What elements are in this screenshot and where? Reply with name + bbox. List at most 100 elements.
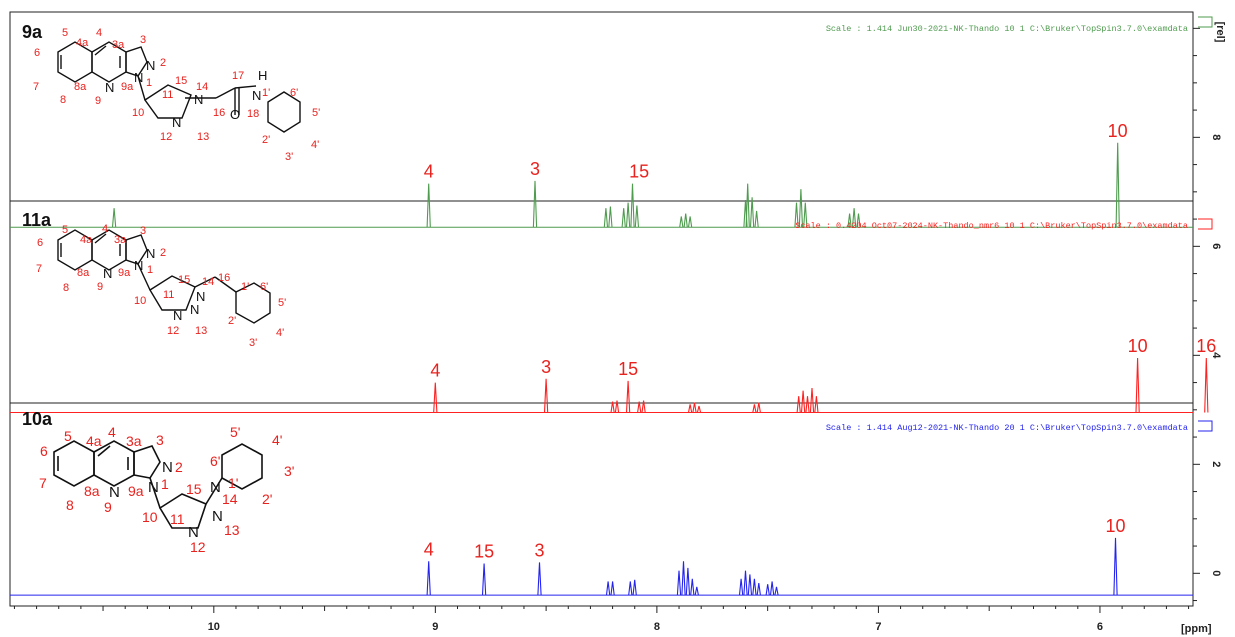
- spectrum-peak-9a-22: [1115, 142, 1120, 228]
- spectrum-peak-10a-1: [481, 563, 487, 596]
- svg-text:10: 10: [132, 107, 144, 119]
- peak-assignment-11a-3: 10: [1128, 336, 1148, 356]
- svg-text:N: N: [146, 246, 155, 261]
- spectrum-peak-11a-10: [752, 404, 757, 413]
- svg-text:11: 11: [163, 289, 174, 301]
- spectrum-peak-10a-16: [756, 583, 761, 596]
- svg-text:3': 3': [285, 151, 293, 163]
- spectrum-peak-10a-4: [610, 581, 615, 596]
- spectrum-peak-11a-14: [805, 396, 810, 413]
- spectrum-peak-11a-13: [800, 390, 806, 413]
- x-tick-label-1: 9: [432, 621, 438, 633]
- spectrum-peak-11a-15: [809, 387, 815, 413]
- spectrum-peak-10a-15: [752, 578, 757, 596]
- spectrum-peak-10a-2: [537, 562, 542, 596]
- svg-text:5: 5: [62, 224, 68, 236]
- structure-10a-labels: 5 4a 4 3a 3 6 N 2 7 8a N 9a N 1 8 9 10 1…: [39, 424, 294, 555]
- svg-text:8a: 8a: [74, 81, 87, 93]
- svg-text:9a: 9a: [118, 267, 131, 279]
- x-tick-label-4: 6: [1097, 621, 1103, 633]
- svg-text:3a: 3a: [112, 39, 125, 51]
- svg-text:6: 6: [37, 237, 43, 249]
- svg-text:9: 9: [104, 499, 112, 515]
- svg-text:13: 13: [197, 131, 209, 143]
- svg-text:N: N: [194, 92, 203, 107]
- axis-layer: 10 9 8 7 6 [ppm] 0 2 4 6 8 [rel]: [13, 22, 1226, 635]
- spectrum-peak-10a-7: [676, 570, 682, 596]
- y-axis-label: [rel]: [1214, 22, 1226, 43]
- svg-text:N: N: [148, 479, 159, 496]
- svg-text:12: 12: [167, 325, 179, 337]
- x-axis-label: [ppm]: [1181, 623, 1212, 635]
- structure-9a-labels: 5 4 4a 3a 3 6 N 2 7 8a N 9a N 1 8 9 15 1…: [33, 27, 320, 163]
- structure-9a: [57, 41, 301, 133]
- svg-text:15: 15: [186, 481, 202, 497]
- peak-assignment-9a-0: 4: [424, 162, 434, 182]
- plot-frame: [9, 11, 1194, 607]
- peak-assignment-9a-2: 15: [629, 162, 649, 182]
- spectrum-peak-9a-13: [745, 183, 750, 228]
- svg-text:4: 4: [108, 424, 116, 440]
- svg-text:8: 8: [66, 497, 74, 513]
- svg-text:4a: 4a: [86, 433, 102, 449]
- svg-text:5: 5: [62, 27, 68, 39]
- structure-11a: [57, 229, 271, 324]
- spectrum-peak-9a-16: [794, 202, 799, 228]
- svg-text:8: 8: [63, 282, 69, 294]
- spectrum-peak-9a-20: [851, 208, 857, 228]
- spectrum-peak-10a-6: [632, 579, 637, 596]
- svg-text:5': 5': [230, 424, 240, 440]
- y-tick-label-4: 8: [1210, 134, 1222, 140]
- svg-text:1': 1': [241, 281, 249, 293]
- spectrum-peak-9a-19: [847, 213, 852, 228]
- svg-text:5': 5': [278, 297, 286, 309]
- spectra-layer: [10, 142, 1209, 596]
- svg-text:2': 2': [262, 491, 272, 507]
- peak-assignment-10a-3: 10: [1105, 516, 1125, 536]
- spectrum-peak-10a-20: [1113, 537, 1118, 596]
- svg-text:11: 11: [170, 511, 185, 527]
- svg-text:7: 7: [39, 475, 47, 491]
- spectrum-peak-9a-9: [679, 216, 684, 228]
- y-tick-label-2: 4: [1210, 352, 1222, 359]
- peak-assignment-10a-1: 15: [474, 541, 494, 561]
- scale-text-11a: Scale : 0.4204 Oct07-2024-NK-Thando_nmr6…: [795, 221, 1188, 231]
- svg-text:11: 11: [162, 89, 173, 101]
- y-tick-label-1: 2: [1210, 461, 1222, 467]
- svg-text:17: 17: [232, 70, 244, 82]
- svg-text:16: 16: [218, 272, 230, 284]
- spectrum-peak-9a-1: [426, 183, 431, 228]
- spectrum-peak-11a-1: [543, 378, 549, 413]
- svg-text:4': 4': [311, 139, 319, 151]
- compound-label-9a: 9a: [22, 22, 43, 42]
- peak-assignment-10a-0: 4: [424, 539, 434, 559]
- peak-assignment-11a-1: 3: [541, 357, 551, 377]
- svg-text:2: 2: [160, 57, 166, 69]
- svg-text:N: N: [190, 302, 199, 317]
- spectrum-peak-9a-14: [749, 197, 755, 228]
- svg-text:4a: 4a: [76, 37, 89, 49]
- svg-text:3': 3': [249, 337, 257, 349]
- svg-text:8a: 8a: [77, 267, 90, 279]
- compound-label-10a: 10a: [22, 409, 53, 429]
- y-tick-label-0: 0: [1210, 570, 1222, 576]
- x-tick-label-3: 7: [875, 621, 881, 633]
- scale-text-9a: Scale : 1.414 Jun30-2021-NK-Thando 10 1 …: [826, 24, 1188, 34]
- spectrum-peak-10a-3: [605, 581, 611, 596]
- svg-text:3: 3: [140, 34, 146, 46]
- structure-10a: [53, 440, 263, 529]
- svg-text:12: 12: [190, 539, 206, 555]
- svg-text:3a: 3a: [114, 234, 127, 246]
- svg-text:3: 3: [156, 432, 164, 448]
- svg-text:2: 2: [175, 459, 183, 475]
- svg-text:6': 6': [260, 281, 268, 293]
- svg-text:4: 4: [96, 27, 102, 39]
- spectrum-peak-10a-13: [743, 570, 748, 596]
- svg-text:1': 1': [228, 475, 238, 491]
- svg-text:4: 4: [102, 223, 108, 235]
- compound-label-11a: 11a: [22, 210, 52, 230]
- peak-assignment-11a-2: 15: [618, 359, 638, 379]
- spectrum-peak-11a-0: [433, 382, 438, 413]
- svg-text:N: N: [134, 258, 143, 273]
- svg-text:N: N: [172, 115, 181, 130]
